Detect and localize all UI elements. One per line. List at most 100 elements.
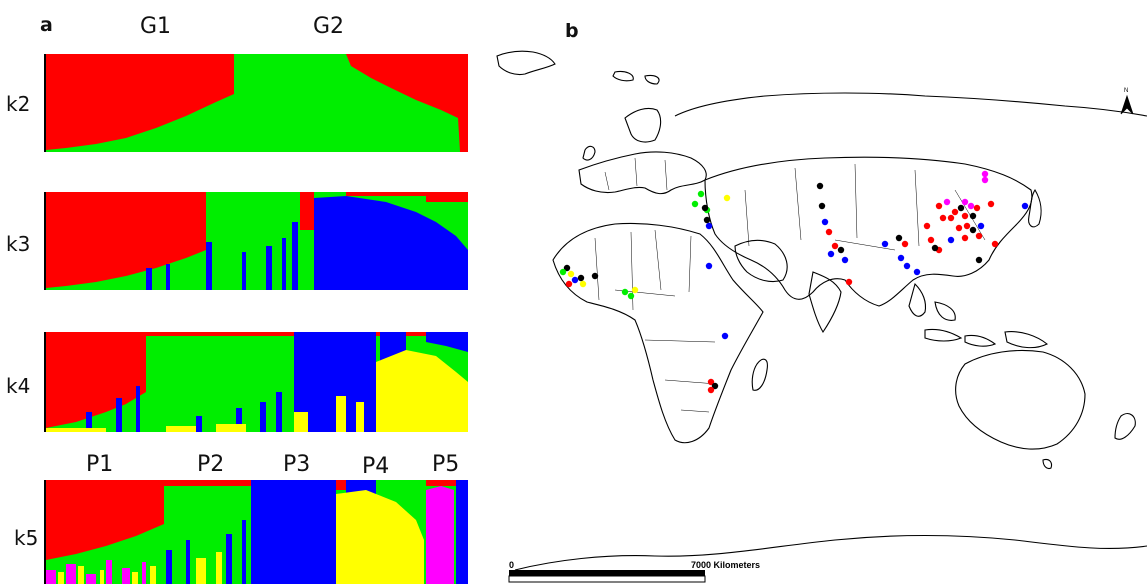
sample-point [982, 171, 988, 177]
antarctica-outline [515, 536, 1147, 571]
group-label-p3: P3 [283, 452, 310, 477]
sample-point [578, 275, 584, 281]
southeast-asia-outline [909, 284, 955, 320]
sample-point [706, 263, 712, 269]
panel-a-label: a [40, 14, 53, 36]
sample-point [902, 241, 908, 247]
sample-point [817, 183, 823, 189]
sample-point [628, 293, 634, 299]
sample-point [976, 257, 982, 263]
group-label-g1: G1 [140, 14, 171, 39]
sample-point [896, 235, 902, 241]
structure-plot-k4 [46, 332, 468, 432]
sample-point [914, 269, 920, 275]
sample-points [560, 171, 1028, 393]
structure-plot-k5 [46, 480, 468, 584]
africa-borders [595, 230, 717, 412]
europe-outline [579, 152, 706, 194]
sample-point [898, 255, 904, 261]
sample-point [962, 213, 968, 219]
new-guinea-outline [1005, 332, 1047, 348]
sample-point [722, 333, 728, 339]
asia-borders [745, 164, 985, 250]
africa-outline [553, 223, 763, 442]
group-label-p1: P1 [86, 452, 113, 477]
north-asia-coast-outline [675, 93, 1147, 116]
madagascar-outline [752, 359, 767, 390]
sample-point [944, 199, 950, 205]
sample-point [704, 217, 710, 223]
sample-point [952, 209, 958, 215]
scale-zero-label: 0 [509, 560, 514, 570]
sample-point [819, 203, 825, 209]
sample-point [1022, 203, 1028, 209]
row-label-k3: k3 [6, 232, 30, 256]
sample-point [846, 279, 852, 285]
scale-bar-fill [509, 570, 705, 576]
sample-point [928, 237, 934, 243]
sample-point [838, 247, 844, 253]
sample-point [632, 287, 638, 293]
sample-point [842, 257, 848, 263]
sample-point [822, 219, 828, 225]
arabia-outline [735, 240, 787, 281]
group-label-p4: P4 [362, 454, 389, 479]
sample-point [964, 223, 970, 229]
sample-point [988, 201, 994, 207]
sample-point [978, 223, 984, 229]
sample-point [932, 245, 938, 251]
japan-outline [1029, 190, 1041, 227]
sample-point [706, 223, 712, 229]
sample-point [698, 191, 704, 197]
sample-point [948, 215, 954, 221]
sample-point [976, 233, 982, 239]
india-outline [809, 272, 841, 332]
panel-b-label: b [565, 20, 579, 42]
sample-point [592, 273, 598, 279]
sample-point [958, 205, 964, 211]
sample-point [708, 387, 714, 393]
sample-point [970, 227, 976, 233]
row-label-k5: k5 [14, 526, 38, 550]
sample-point [992, 241, 998, 247]
north-arrow: N [1121, 88, 1133, 114]
sample-point [724, 195, 730, 201]
sample-point [956, 225, 962, 231]
sample-point [826, 229, 832, 235]
sample-point [568, 271, 574, 277]
arctic-islands-outline [613, 71, 659, 84]
sample-point [828, 251, 834, 257]
sample-point [832, 243, 838, 249]
scale-distance-label: 7000 Kilometers [691, 560, 760, 570]
k3-red-block [300, 192, 314, 230]
scandinavia-outline [625, 108, 661, 142]
sample-point [940, 215, 946, 221]
sample-point [948, 237, 954, 243]
sample-point [580, 281, 586, 287]
sample-point [974, 205, 980, 211]
world-map: N [495, 40, 1147, 584]
group-label-g2: G2 [313, 14, 344, 39]
row-label-k2: k2 [6, 92, 30, 116]
north-arrow-icon [1121, 96, 1133, 114]
sample-point [882, 241, 888, 247]
structure-plot-k2 [46, 54, 468, 152]
row-label-k4: k4 [6, 374, 30, 398]
sample-point [904, 263, 910, 269]
new-zealand-outline [1115, 414, 1135, 440]
group-label-p2: P2 [197, 452, 224, 477]
europe-borders [605, 158, 667, 190]
sample-point [566, 281, 572, 287]
structure-plot-k3 [46, 192, 468, 290]
sample-point [692, 201, 698, 207]
sample-point [924, 223, 930, 229]
british-isles-outline [583, 146, 595, 160]
group-label-p5: P5 [432, 452, 459, 477]
sample-point [560, 269, 566, 275]
north-arrow-label: N [1124, 88, 1128, 94]
sample-point [970, 213, 976, 219]
land-outlines [497, 51, 1147, 570]
australia-outline [956, 351, 1085, 450]
indonesia-outline [925, 329, 995, 346]
sample-point [622, 289, 628, 295]
